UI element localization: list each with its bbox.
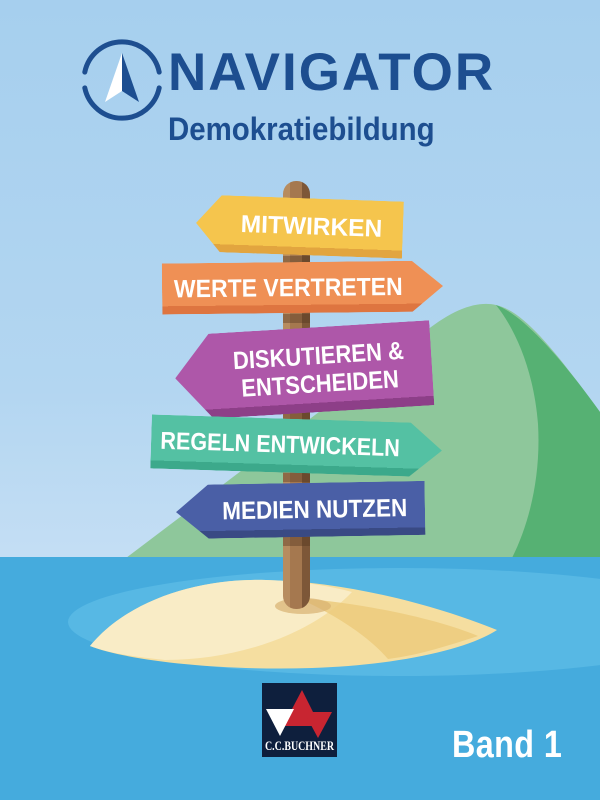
logo-triangle-down-white [266, 709, 294, 736]
sign-mitwirken: MITWIRKEN [195, 194, 404, 258]
series-title: NAVIGATOR [168, 43, 496, 102]
series-subtitle: Demokratiebildung [168, 111, 435, 147]
pole-shadow-band [283, 537, 310, 546]
pole-shadow-band [283, 256, 310, 265]
sign-mitwirken-label: MITWIRKEN [240, 210, 383, 243]
sign-regeln-label: REGELN ENTWICKELN [160, 428, 401, 463]
volume-label: Band 1 [452, 724, 563, 766]
sign-regeln-entwickeln: REGELN ENTWICKELN [150, 414, 443, 477]
publisher-name: C.C.BUCHNER [265, 739, 335, 753]
compass-needle-dark [122, 53, 139, 102]
publisher-logo: C.C.BUCHNER [262, 683, 337, 757]
mountain-dark-face [496, 305, 600, 558]
logo-triangle-down-red [304, 712, 332, 738]
sign-medien-nutzen: MEDIEN NUTZEN [176, 481, 426, 539]
sign-werte-label: WERTE VERTRETEN [173, 272, 404, 303]
sand-shade [298, 598, 478, 659]
pole-shadow-band [283, 314, 310, 323]
pole-shadow-band [283, 410, 310, 419]
pole-shadow-band [283, 473, 310, 482]
sign-medien-label: MEDIEN NUTZEN [221, 494, 408, 526]
compass-needle-light [105, 53, 122, 102]
compass-icon [82, 39, 162, 121]
sign-diskutieren-entscheiden: DISKUTIEREN & ENTSCHEIDEN [173, 320, 435, 421]
sign-werte-vertreten: WERTE VERTRETEN [162, 261, 444, 315]
sign-diskutieren-label: DISKUTIEREN & ENTSCHEIDEN [232, 336, 406, 402]
